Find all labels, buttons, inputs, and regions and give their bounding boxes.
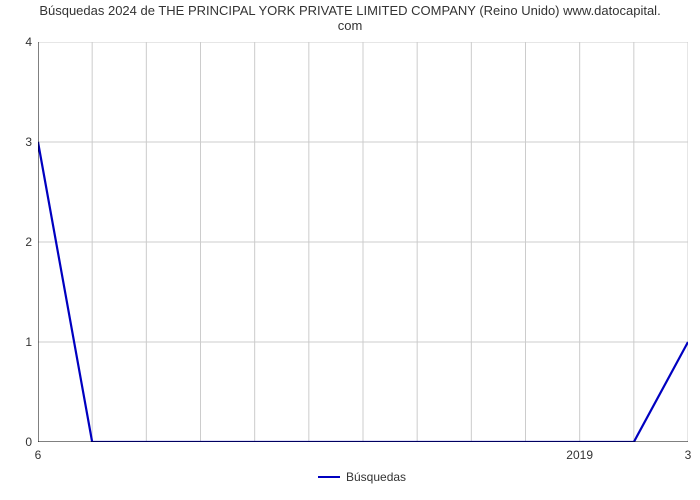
chart-title-line2: com — [338, 18, 363, 33]
plot-svg — [38, 42, 688, 442]
xtick-label: 3 — [685, 448, 692, 462]
ytick-label: 4 — [14, 35, 32, 49]
ytick-label: 1 — [14, 335, 32, 349]
xtick-label: 2019 — [566, 448, 593, 462]
chart-container: { "chart": { "type": "line", "title_line… — [0, 0, 700, 500]
chart-title-line1: Búsquedas 2024 de THE PRINCIPAL YORK PRI… — [39, 3, 660, 18]
legend-swatch — [318, 476, 340, 478]
legend-label: Búsquedas — [346, 470, 406, 484]
ytick-label: 2 — [14, 235, 32, 249]
xtick-label: 6 — [35, 448, 42, 462]
chart-title: Búsquedas 2024 de THE PRINCIPAL YORK PRI… — [0, 4, 700, 34]
ytick-label: 0 — [14, 435, 32, 449]
plot-area — [38, 42, 688, 442]
ytick-label: 3 — [14, 135, 32, 149]
legend: Búsquedas — [318, 470, 406, 484]
